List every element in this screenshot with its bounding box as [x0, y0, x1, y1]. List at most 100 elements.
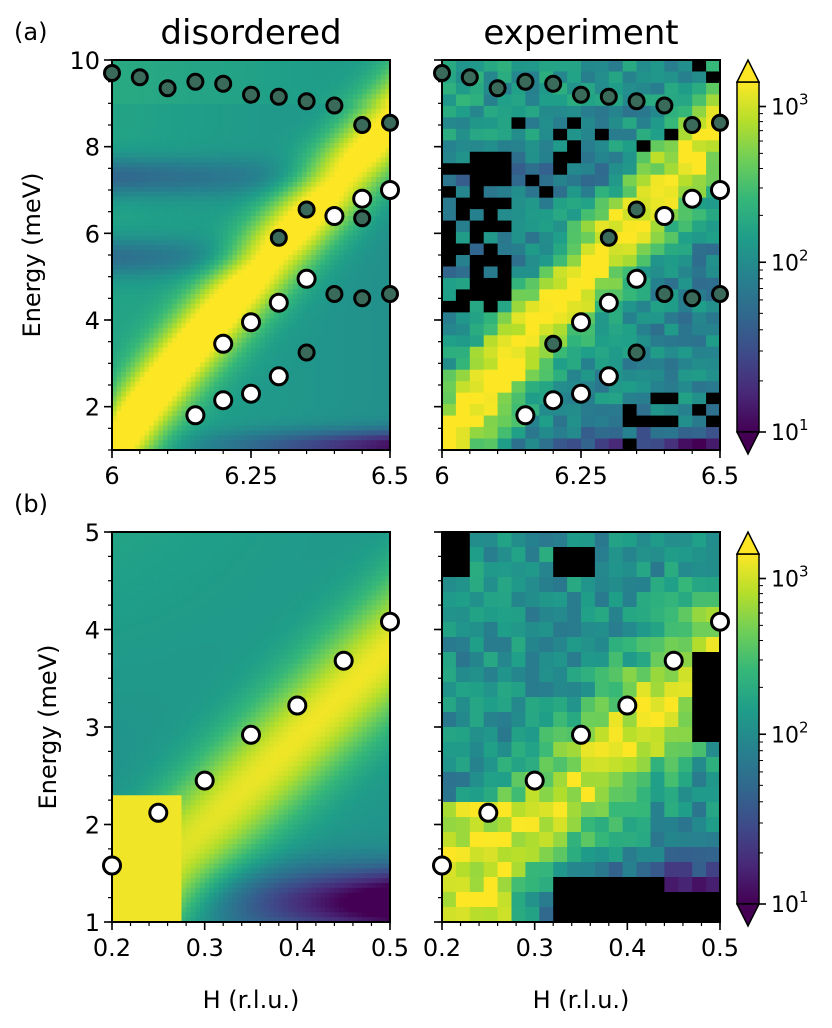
heat-cell	[204, 99, 210, 105]
heat-cell	[209, 357, 215, 363]
heat-cell	[385, 167, 390, 173]
heat-cell	[153, 269, 159, 276]
heat-cell	[320, 415, 326, 422]
heat-cell	[260, 313, 266, 319]
heat-cell	[218, 167, 224, 173]
heat-cell	[125, 313, 132, 319]
heat-cell	[255, 108, 261, 115]
heat-pixel	[455, 220, 471, 233]
heat-cell	[130, 298, 136, 305]
heat-cell	[325, 420, 331, 427]
heat-cell	[260, 284, 266, 290]
heat-pixel	[483, 232, 499, 245]
heat-cell	[176, 323, 183, 329]
heat-cell	[213, 206, 220, 212]
heat-cell	[292, 157, 298, 163]
heat-cell	[320, 333, 326, 339]
heat-cell	[167, 308, 173, 315]
heat-cell	[172, 274, 178, 280]
heat-cell	[121, 420, 127, 427]
heat-cell	[172, 103, 178, 110]
heat-cell	[357, 284, 363, 290]
heat-cell	[167, 74, 173, 81]
heat-cell	[348, 347, 354, 354]
heat-cell	[200, 167, 206, 173]
heat-cell	[329, 415, 335, 422]
heat-cell	[288, 118, 294, 124]
heat-cell	[260, 201, 266, 207]
heat-cell	[200, 255, 206, 261]
heat-cell	[162, 162, 169, 168]
heat-cell	[325, 328, 331, 334]
heat-pixel	[497, 369, 513, 382]
heat-cell	[278, 406, 285, 412]
heat-cell	[339, 411, 345, 417]
heat-cell	[320, 60, 326, 66]
heat-cell	[306, 298, 312, 305]
heat-cell	[176, 284, 183, 290]
heat-cell	[218, 152, 224, 159]
heat-cell	[213, 157, 220, 163]
heat-cell	[204, 372, 210, 378]
heat-cell	[251, 294, 257, 300]
heat-cell	[167, 435, 173, 441]
heat-pixel	[483, 94, 499, 107]
heat-cell	[237, 108, 243, 115]
heat-cell	[274, 415, 280, 422]
heat-cell	[121, 162, 127, 168]
heat-cell	[213, 362, 220, 368]
heat-cell	[200, 269, 206, 276]
heat-cell	[325, 401, 331, 407]
heat-cell	[376, 79, 382, 85]
heat-cell	[237, 411, 243, 417]
heat-cell	[172, 191, 178, 198]
heat-cell	[167, 157, 173, 163]
heat-cell	[251, 430, 257, 436]
heat-cell	[190, 108, 196, 115]
heat-pixel	[469, 105, 485, 118]
heat-cell	[315, 333, 322, 339]
heat-cell	[116, 435, 122, 441]
heat-cell	[172, 167, 178, 173]
heat-cell	[329, 240, 335, 246]
heat-cell	[149, 347, 155, 354]
heat-cell	[232, 284, 238, 290]
heat-cell	[190, 264, 196, 271]
heat-cell	[186, 123, 192, 129]
heat-cell	[339, 147, 345, 154]
heat-cell	[144, 328, 150, 334]
heat-cell	[380, 152, 386, 159]
heat-cell	[125, 113, 132, 120]
heat-cell	[227, 99, 234, 105]
heat-cell	[232, 362, 238, 368]
heat-cell	[343, 284, 349, 290]
heat-cell	[292, 323, 298, 329]
heat-cell	[190, 269, 196, 276]
heat-cell	[223, 259, 229, 266]
heat-cell	[264, 142, 271, 149]
heat-cell	[176, 415, 183, 422]
heat-cell	[301, 396, 308, 402]
heat-cell	[278, 74, 285, 81]
heat-cell	[139, 337, 146, 344]
heat-cell	[144, 259, 150, 266]
heat-cell	[334, 60, 340, 66]
heat-cell	[176, 191, 183, 198]
heat-cell	[292, 133, 298, 139]
heat-cell	[153, 216, 159, 222]
heat-cell	[130, 152, 136, 159]
heat-cell	[306, 391, 312, 397]
heat-cell	[232, 216, 238, 222]
heat-pixel	[442, 312, 457, 325]
heat-cell	[255, 259, 261, 266]
heat-cell	[158, 440, 164, 446]
heat-cell	[371, 133, 377, 139]
heat-cell	[116, 328, 122, 334]
heat-cell	[121, 172, 127, 178]
heat-cell	[301, 240, 308, 246]
heat-cell	[357, 386, 363, 393]
heat-cell	[158, 318, 164, 324]
heat-cell	[153, 425, 159, 432]
heat-cell	[366, 333, 373, 339]
heat-cell	[251, 201, 257, 207]
